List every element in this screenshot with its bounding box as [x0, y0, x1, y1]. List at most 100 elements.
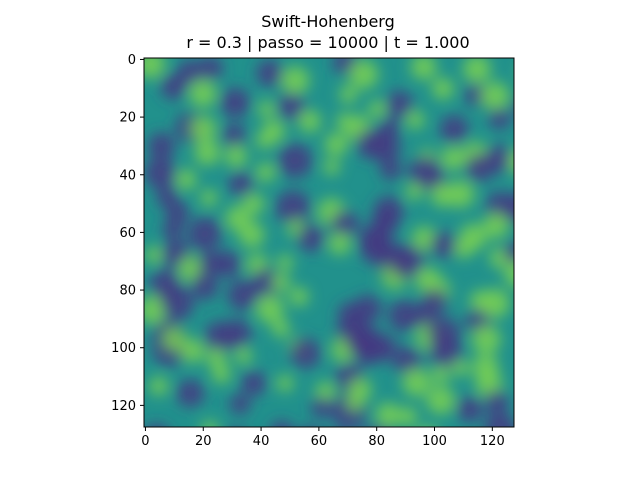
field-blob: [484, 389, 509, 414]
heatmap-field: [144, 58, 538, 462]
field-blob: [198, 58, 223, 81]
field-blob: [371, 208, 399, 237]
field-blob: [281, 66, 310, 95]
field-blob: [228, 171, 254, 197]
field-blob: [224, 145, 248, 168]
heatmap-image: [144, 58, 538, 462]
field-blob: [194, 139, 221, 166]
field-blob: [456, 396, 483, 423]
field-blob: [144, 157, 177, 189]
field-blob: [454, 239, 474, 259]
field-blob: [256, 162, 276, 183]
field-blob: [177, 59, 203, 85]
y-tick-label: 80: [119, 284, 136, 299]
field-blob: [339, 85, 358, 104]
field-blob: [388, 300, 420, 332]
field-blob: [188, 216, 222, 251]
field-blob: [206, 348, 227, 369]
field-blob: [484, 144, 513, 174]
field-blob: [290, 338, 321, 369]
field-blob: [222, 123, 246, 148]
field-blob: [258, 100, 275, 118]
field-blob: [505, 194, 514, 224]
field-blob: [160, 73, 187, 100]
field-blob: [241, 370, 267, 396]
field-blob: [426, 385, 456, 415]
field-blob: [368, 100, 386, 118]
field-blob: [480, 81, 510, 111]
field-blob: [289, 287, 309, 307]
field-blob: [298, 109, 322, 133]
field-blob: [227, 279, 259, 311]
x-tick-label: 60: [311, 434, 328, 449]
field-blob: [162, 219, 184, 240]
field-blob: [315, 381, 336, 402]
field-blob: [380, 158, 402, 180]
field-blob: [255, 131, 274, 149]
field-blob: [176, 379, 205, 408]
field-blob: [324, 132, 348, 157]
field-blob: [190, 115, 217, 142]
x-tick-label: 40: [253, 434, 270, 449]
field-blob: [328, 232, 351, 255]
field-blob: [375, 402, 401, 427]
field-blob: [385, 90, 414, 119]
x-tick-label: 0: [141, 434, 149, 449]
field-blob: [406, 110, 425, 130]
field-blob: [255, 294, 285, 324]
field-blob: [421, 288, 448, 315]
y-tick-label: 60: [119, 226, 136, 241]
y-axis: 0 20 40 60 80 100 120: [111, 53, 144, 414]
field-blob: [145, 246, 163, 264]
field-blob: [160, 286, 194, 320]
y-tick-label: 20: [119, 111, 136, 126]
field-blob: [509, 434, 531, 456]
field-blob: [480, 288, 510, 319]
y-tick-label: 40: [119, 168, 136, 183]
field-blob: [200, 189, 218, 207]
chart-title: Swift-Hohenberg: [261, 12, 394, 31]
field-blob: [430, 231, 457, 258]
field-blob: [148, 132, 175, 160]
field-blob: [393, 346, 422, 375]
field-blob: [398, 406, 418, 427]
field-blob: [238, 221, 265, 248]
field-blob: [519, 62, 538, 81]
field-blob: [488, 107, 511, 130]
x-tick-label: 120: [480, 434, 505, 449]
field-blob: [389, 243, 425, 279]
field-blob: [504, 261, 514, 288]
field-blob: [201, 420, 218, 427]
y-tick-label: 0: [128, 53, 136, 68]
field-blob: [464, 83, 487, 107]
field-blob: [222, 319, 252, 348]
field-blob: [325, 432, 353, 460]
field-blob: [471, 324, 501, 354]
field-blob: [189, 79, 217, 108]
field-blob: [251, 267, 281, 298]
field-blob: [348, 59, 379, 90]
field-blob: [513, 101, 514, 111]
x-tick-label: 20: [195, 434, 212, 449]
field-blob: [220, 429, 253, 462]
field-blob: [431, 77, 454, 100]
field-blob: [211, 364, 231, 384]
field-blob: [220, 87, 250, 118]
field-blob: [165, 201, 190, 225]
field-blob: [508, 150, 514, 173]
field-blob: [353, 294, 382, 323]
field-blob: [429, 335, 463, 369]
axes-frame: [143, 57, 515, 428]
field-blob: [256, 59, 284, 87]
field-blob: [346, 393, 364, 412]
x-axis: 0 20 40 60 80 100 120: [141, 427, 505, 449]
field-blob: [446, 180, 475, 208]
field-blob: [410, 58, 437, 80]
field-blob: [402, 368, 431, 397]
field-blob: [176, 169, 197, 190]
field-blob: [276, 374, 294, 392]
y-tick-label: 100: [111, 341, 136, 356]
field-blob: [277, 143, 313, 178]
field-blob: [330, 210, 359, 239]
